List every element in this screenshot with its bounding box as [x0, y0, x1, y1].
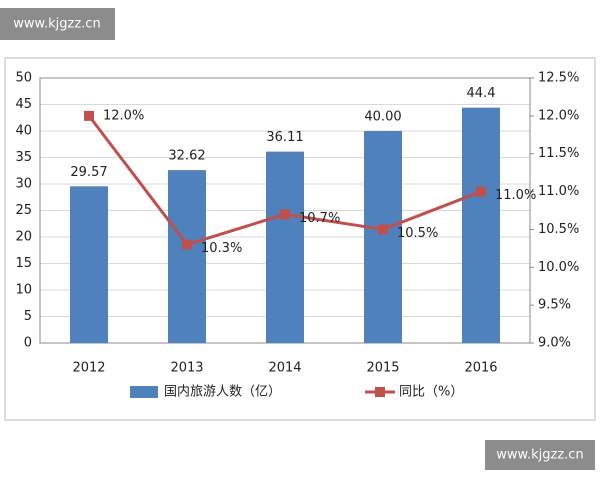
bar: [462, 107, 500, 344]
y-tick-label: 10: [15, 283, 32, 298]
line-value-label: 10.7%: [299, 211, 340, 226]
bar-value-label: 29.57: [70, 165, 107, 180]
bar: [266, 151, 304, 343]
y2-tick-label: 11.5%: [538, 146, 579, 161]
y-tick-label: 40: [15, 124, 32, 139]
bar: [168, 170, 206, 343]
y2-tick-label: 12.5%: [538, 71, 579, 86]
y-tick-label: 30: [15, 177, 32, 192]
y2-tick-label: 11.0%: [538, 184, 579, 199]
line-marker: [84, 110, 94, 121]
line-value-label: 11.0%: [495, 188, 536, 203]
x-tick-label: 2012: [72, 361, 105, 376]
x-tick-label: 2016: [464, 361, 497, 376]
y2-tick-label: 12.0%: [538, 108, 579, 123]
watermark-box: [485, 440, 595, 470]
bar-value-label: 40.00: [364, 110, 401, 125]
watermark-box: [0, 8, 115, 40]
line-value-label: 10.3%: [201, 241, 242, 256]
legend-marker: [375, 387, 385, 397]
y-tick-label: 15: [15, 256, 32, 271]
line-value-label: 10.5%: [397, 226, 438, 241]
watermark: www.kjgzz.cn: [13, 17, 100, 32]
y-tick-label: 35: [15, 150, 32, 165]
watermark: www.kjgzz.cn: [496, 448, 583, 463]
y-tick-label: 0: [24, 336, 32, 351]
y2-tick-label: 9.0%: [538, 336, 571, 351]
x-tick-label: 2013: [170, 361, 203, 376]
x-tick-label: 2014: [268, 361, 301, 376]
y-tick-label: 25: [15, 203, 32, 218]
legend-swatch: [130, 386, 158, 398]
line-marker: [476, 186, 486, 197]
bar: [364, 131, 402, 343]
chart-frame: [4, 57, 596, 421]
y2-tick-label: 10.5%: [538, 222, 579, 237]
y2-tick-label: 9.5%: [538, 298, 571, 313]
y-tick-label: 50: [15, 71, 32, 86]
bar-value-label: 36.11: [266, 130, 303, 145]
bar: [70, 186, 108, 343]
legend-label: 同比（%）: [399, 385, 463, 400]
bar-value-label: 44.4: [467, 86, 496, 101]
bar-value-label: 32.62: [168, 149, 205, 164]
line-marker: [378, 224, 388, 235]
y-tick-label: 20: [15, 230, 32, 245]
y2-tick-label: 10.0%: [538, 260, 579, 275]
line-marker: [182, 239, 192, 250]
legend-label: 国内旅游人数（亿）: [164, 384, 281, 400]
x-tick-label: 2015: [366, 361, 399, 376]
y-tick-label: 5: [24, 309, 32, 324]
line-value-label: 12.0%: [103, 108, 144, 123]
line-marker: [280, 209, 290, 220]
y-tick-label: 45: [15, 97, 32, 112]
